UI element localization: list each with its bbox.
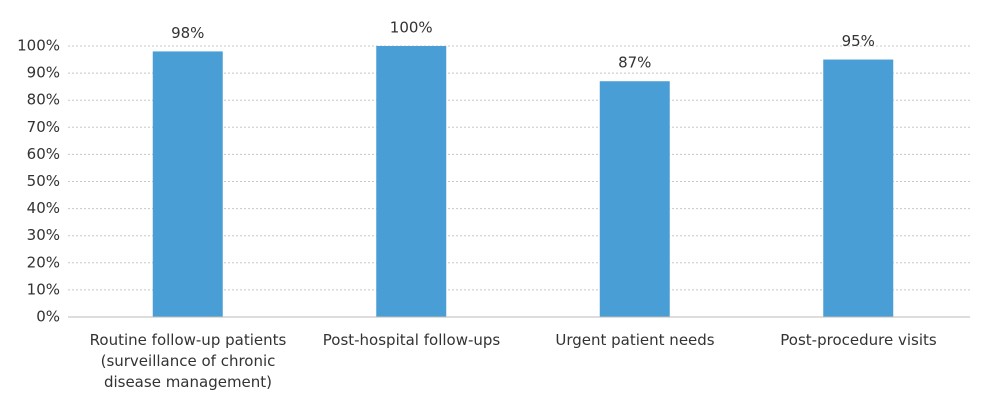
- y-tick-label: 40%: [27, 199, 60, 217]
- bar: [152, 51, 223, 318]
- y-tick-label: 30%: [27, 226, 60, 244]
- y-tick-label: 100%: [17, 37, 60, 55]
- y-tick-label: 20%: [27, 253, 60, 271]
- x-tick-label: Post-procedure visits: [780, 331, 937, 349]
- y-tick-label: 60%: [27, 145, 60, 163]
- x-tick-label: Routine follow-up patients (surveillance…: [89, 331, 287, 391]
- y-tick-label: 80%: [27, 91, 60, 109]
- x-tick-label: Urgent patient needs: [555, 331, 715, 349]
- bar: [599, 81, 670, 317]
- value-label: 100%: [390, 19, 433, 37]
- value-label: 87%: [618, 54, 651, 72]
- y-tick-label: 50%: [27, 172, 60, 190]
- x-tick-label: Post-hospital follow-ups: [322, 331, 501, 349]
- value-label: 95%: [842, 32, 875, 50]
- y-tick-label: 0%: [36, 308, 60, 326]
- y-tick-label: 70%: [27, 118, 60, 136]
- value-label: 98%: [171, 24, 204, 42]
- y-tick-label: 90%: [27, 64, 60, 82]
- bar: [376, 46, 447, 317]
- bar: [823, 59, 894, 318]
- y-tick-label: 10%: [27, 280, 60, 298]
